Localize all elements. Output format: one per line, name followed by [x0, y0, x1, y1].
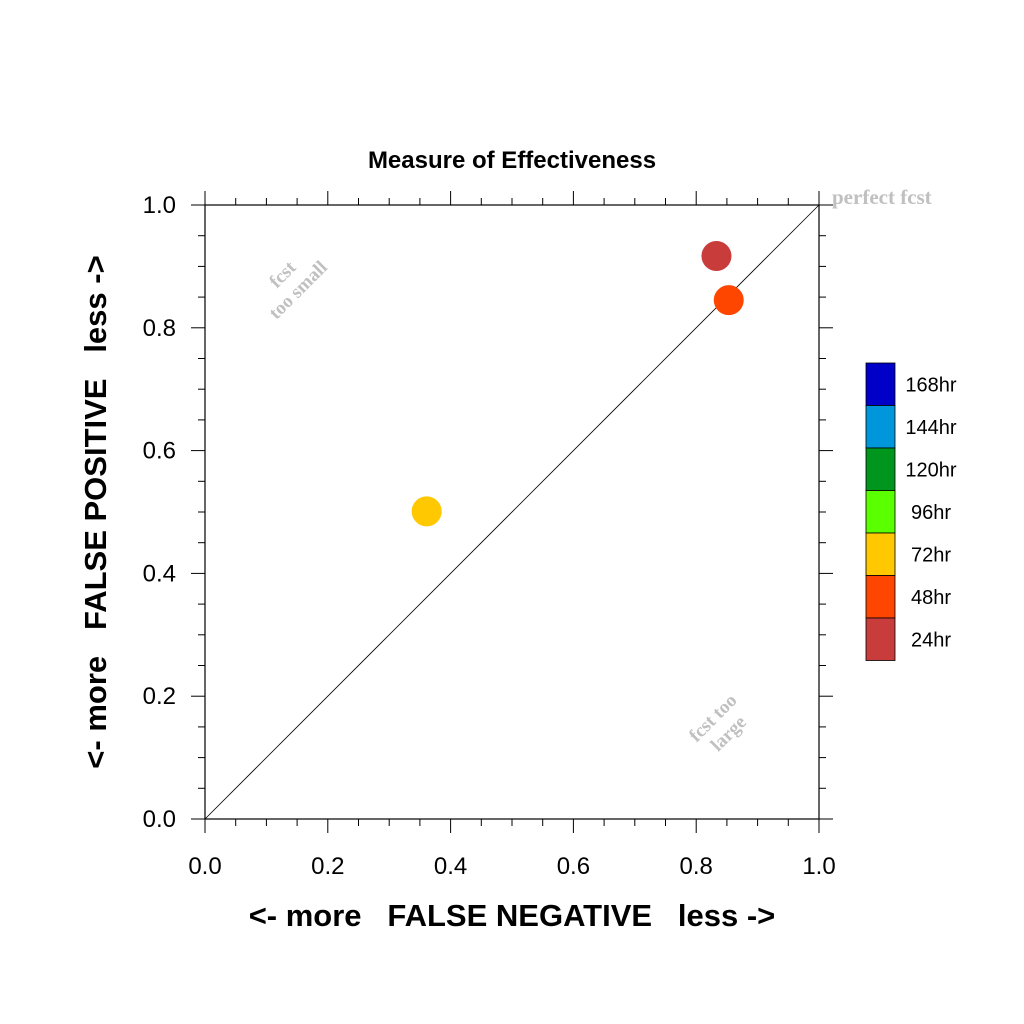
legend-label-120hr: 120hr: [905, 459, 956, 481]
legend-label-144hr: 144hr: [905, 417, 956, 439]
legend-swatch-96hr: [865, 490, 896, 534]
legend-swatch-144hr: [865, 405, 896, 449]
legend-swatch-168hr: [865, 362, 896, 406]
x-tick-label: 0.0: [188, 853, 221, 880]
x-tick-label: 0.8: [680, 853, 713, 880]
y-tick-label: 0.6: [143, 438, 176, 465]
legend: 168hr 144hr 120hr 96hr 72hr 48hr 24hr: [865, 362, 957, 661]
y-tick-label: 1.0: [143, 192, 176, 219]
y-tick-label: 0.4: [143, 560, 176, 587]
legend-swatch-48hr: [865, 575, 896, 619]
y-tick-label: 0.2: [143, 683, 176, 710]
data-point-24hr: [701, 240, 732, 271]
x-tick-label: 1.0: [802, 853, 835, 880]
data-point-72hr: [411, 496, 442, 527]
legend-label-24hr: 24hr: [911, 629, 951, 651]
y-tick-label: 0.0: [143, 806, 176, 833]
y-tick-label: 0.8: [143, 315, 176, 342]
annotation-perfect-fcst: perfect fcst: [832, 185, 932, 209]
legend-swatch-120hr: [865, 447, 896, 491]
data-point-48hr: [713, 285, 744, 316]
legend-swatch-72hr: [865, 532, 896, 576]
x-tick-label: 0.4: [434, 853, 467, 880]
legend-swatch-24hr: [865, 617, 896, 661]
legend-label-72hr: 72hr: [911, 544, 951, 566]
legend-label-168hr: 168hr: [905, 374, 956, 396]
x-axis-label: <- more FALSE NEGATIVE less ->: [249, 898, 776, 933]
legend-label-48hr: 48hr: [911, 587, 951, 609]
x-tick-label: 0.2: [311, 853, 344, 880]
legend-label-96hr: 96hr: [911, 502, 951, 524]
y-axis-label: <- more FALSE POSITIVE less ->: [78, 255, 113, 768]
x-tick-label: 0.6: [557, 853, 590, 880]
chart-title: Measure of Effectiveness: [368, 147, 656, 174]
